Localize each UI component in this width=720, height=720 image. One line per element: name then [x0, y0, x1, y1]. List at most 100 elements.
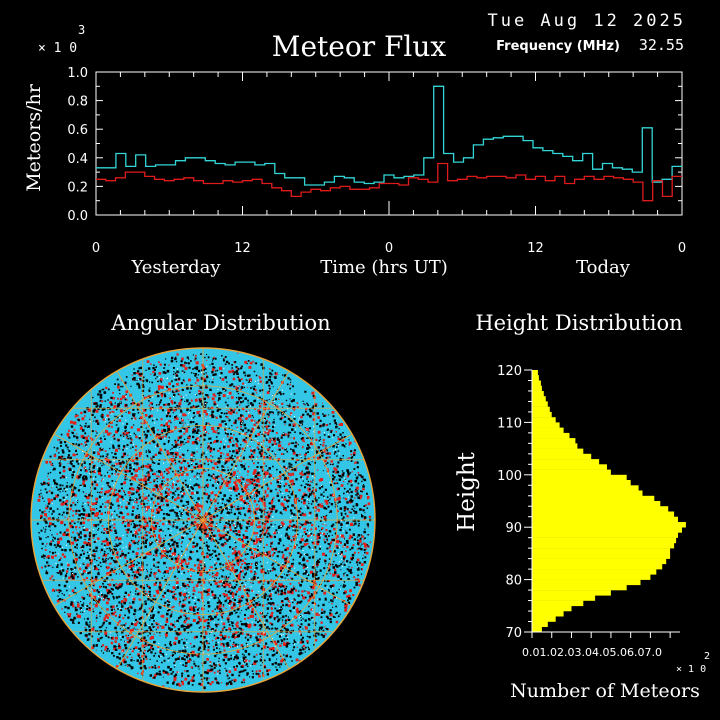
- height-y-tick-labels: 70 80 90 100 110 120: [497, 364, 522, 641]
- height-bar: [532, 584, 627, 591]
- flux-x-tick-labels: 0 12 0 12 0: [92, 241, 686, 256]
- height-bar: [532, 558, 667, 565]
- flux-axes: [95, 71, 683, 216]
- flux-x-tick-label: 12: [527, 241, 544, 256]
- flux-x-tick-label: 0: [92, 241, 100, 256]
- height-y-axis-label: Height: [454, 451, 480, 532]
- yesterday-label: Yesterday: [130, 257, 221, 278]
- height-bar: [532, 511, 675, 517]
- flux-multiplier: × 1 0: [38, 41, 77, 56]
- flux-title: Meteor Flux: [272, 30, 447, 63]
- height-bar: [532, 490, 643, 496]
- height-bar: [532, 391, 544, 397]
- flux-series-red: [96, 162, 682, 202]
- height-bar: [532, 537, 677, 544]
- flux-x-tick-label: 0: [678, 241, 686, 256]
- sky-azimuth-line: [53, 433, 353, 607]
- height-bar: [532, 459, 600, 465]
- flux-x-axis-label: Time (hrs UT): [320, 257, 448, 278]
- height-title: Height Distribution: [475, 311, 682, 335]
- height-x-multiplier-exponent: 2: [704, 651, 710, 662]
- height-y-tick-label: 70: [505, 626, 522, 641]
- height-bar: [532, 569, 657, 575]
- height-bar: [532, 485, 639, 491]
- height-y-tick-label: 100: [497, 469, 522, 484]
- height-bar: [532, 453, 592, 460]
- height-bar: [532, 385, 542, 392]
- frequency-label: Frequency (MHz): [496, 39, 620, 54]
- height-bar: [532, 406, 550, 413]
- height-axes: [524, 369, 680, 638]
- flux-y-tick-label: 0.8: [67, 95, 88, 110]
- flux-multiplier-exponent: 3: [78, 23, 85, 37]
- height-x-axis-label: Number of Meteors: [510, 680, 700, 702]
- frequency-value: 32.55: [639, 36, 684, 54]
- height-bar: [532, 616, 556, 622]
- flux-y-axis-label: Meteors/hr: [23, 83, 45, 191]
- height-bar: [532, 605, 572, 612]
- height-bar: [532, 411, 552, 418]
- height-bar: [532, 548, 671, 554]
- flux-x-tick-label: 12: [234, 241, 251, 256]
- height-x-tick-labels: 0.01.02.03.04.05.06.07.0: [522, 646, 662, 659]
- height-bar: [532, 495, 655, 502]
- meteor-points-dark: [36, 353, 372, 690]
- height-histogram: 70 80 90 100 110 120: [497, 364, 686, 641]
- height-bar: [532, 432, 570, 439]
- height-bar: [532, 553, 671, 559]
- date-label: Tue Aug 12 2025: [487, 11, 686, 31]
- flux-y-tick-label: 0.4: [67, 152, 88, 167]
- height-y-tick-label: 120: [497, 364, 522, 379]
- height-bar: [532, 443, 578, 449]
- horizon-circle: [30, 347, 376, 693]
- flux-y-tick-labels: 0.0 0.2 0.4 0.6 0.8 1.0: [67, 66, 88, 224]
- height-bar: [532, 427, 564, 434]
- flux-chart: 0.0 0.2 0.4 0.6 0.8 1.0 0 12 0 12 0: [67, 66, 686, 256]
- flux-series-cyan: [96, 85, 682, 186]
- height-bar: [532, 574, 651, 580]
- height-bar: [532, 527, 682, 533]
- height-bar: [532, 563, 663, 570]
- flux-series-group: [96, 85, 682, 202]
- height-bar: [532, 448, 584, 455]
- height-bar: [532, 595, 596, 601]
- height-bar: [532, 422, 560, 428]
- height-bar: [532, 438, 576, 444]
- angular-title: Angular Distribution: [110, 311, 330, 335]
- height-bar: [532, 542, 675, 549]
- height-bar: [532, 370, 538, 376]
- height-bar: [532, 522, 686, 528]
- height-bar: [532, 516, 678, 523]
- height-y-tick-label: 110: [497, 416, 522, 431]
- height-bar: [532, 480, 631, 486]
- height-bar: [532, 590, 611, 596]
- height-bar: [532, 401, 548, 407]
- flux-y-tick-label: 0.6: [67, 123, 88, 138]
- height-y-tick-label: 80: [505, 574, 522, 589]
- height-bar: [532, 600, 584, 607]
- height-y-tick-label: 90: [505, 521, 522, 536]
- angular-distribution-map: [30, 347, 376, 693]
- height-bar: [532, 375, 539, 381]
- flux-y-tick-label: 0.2: [67, 180, 88, 195]
- flux-x-tick-label: 0: [385, 241, 393, 256]
- flux-y-tick-label: 1.0: [67, 66, 88, 81]
- flux-y-tick-label: 0.0: [67, 209, 88, 224]
- height-bar: [532, 417, 556, 423]
- flux-plot-frame: [95, 71, 683, 216]
- height-bar: [532, 474, 627, 481]
- height-bar: [532, 621, 548, 627]
- height-bar: [532, 611, 564, 617]
- height-bar: [532, 506, 669, 512]
- height-bar: [532, 626, 542, 633]
- height-bar: [532, 396, 546, 402]
- height-bar: [532, 532, 678, 538]
- height-bar: [532, 469, 611, 476]
- height-bar: [532, 464, 607, 470]
- today-label: Today: [576, 257, 631, 278]
- height-bar: [532, 501, 661, 507]
- height-bar: [532, 579, 641, 586]
- meteor-points-white: [51, 365, 356, 675]
